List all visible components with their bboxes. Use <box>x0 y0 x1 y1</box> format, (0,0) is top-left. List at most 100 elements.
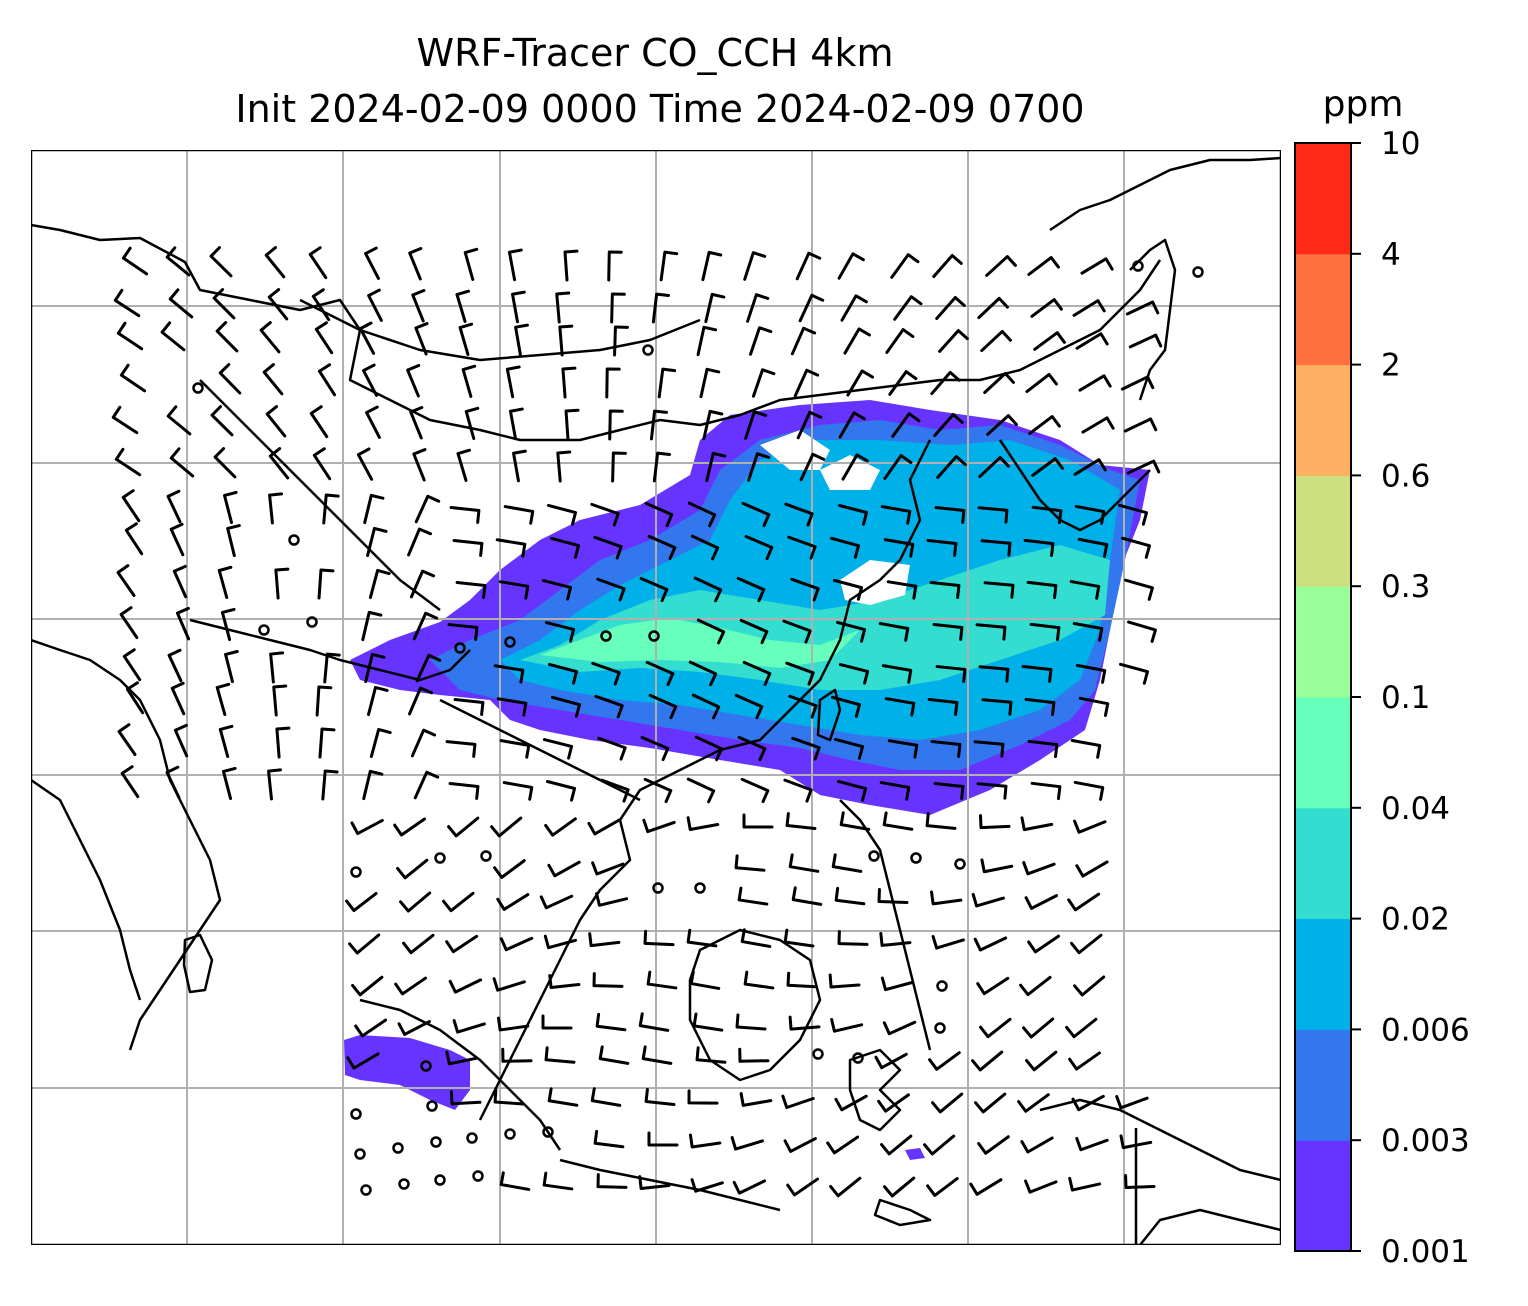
colorbar-band <box>1295 1029 1351 1141</box>
wind-barb <box>1025 1050 1058 1072</box>
wind-barb <box>507 248 523 282</box>
wind-barb <box>788 853 820 873</box>
wind-barb <box>980 539 1012 557</box>
wind-barb <box>218 724 234 759</box>
calm-wind-marker <box>420 1060 432 1072</box>
wind-barb <box>791 886 823 906</box>
wind-barb <box>686 816 720 831</box>
wind-barb <box>647 534 677 561</box>
wind-barb <box>1080 257 1114 275</box>
wind-barb <box>169 522 185 557</box>
colorbar-band <box>1295 697 1351 809</box>
wind-barb <box>1071 1094 1105 1112</box>
colorbar-tick-label: 0.003 <box>1381 1123 1470 1159</box>
wind-barb <box>935 296 966 320</box>
wind-barb <box>1074 504 1106 525</box>
wind-barb <box>111 405 139 435</box>
wind-barb <box>1029 622 1061 642</box>
wind-barb <box>843 327 871 355</box>
wind-barb <box>448 782 480 800</box>
wind-barb <box>785 661 815 686</box>
calm-wind-marker <box>472 1170 484 1182</box>
wind-barb <box>455 289 470 323</box>
wind-barb <box>1027 256 1060 276</box>
wind-barb <box>828 973 861 989</box>
coast-sulawesi <box>848 1048 902 1132</box>
wind-barb <box>160 321 186 352</box>
wind-barb <box>837 252 865 280</box>
calm-wind-marker <box>542 1126 554 1138</box>
wind-barb <box>221 766 237 801</box>
wind-barb <box>705 451 727 483</box>
colorbar-tick-label: 0.02 <box>1381 902 1450 938</box>
wind-barb <box>354 1018 388 1038</box>
wind-barb <box>591 861 625 876</box>
wind-barb <box>690 534 720 561</box>
wind-barb <box>834 886 866 906</box>
wind-barb <box>925 812 957 830</box>
wind-barb <box>447 816 480 838</box>
wind-barb <box>1072 299 1106 317</box>
wind-barb <box>973 740 1005 758</box>
wind-barb <box>412 611 439 641</box>
wind-barb <box>790 326 817 356</box>
wind-barb <box>317 363 337 397</box>
wind-barb <box>782 619 812 644</box>
coast-far-east <box>1049 156 1281 232</box>
wind-barb <box>493 664 525 684</box>
wind-barb <box>976 976 1010 996</box>
wind-barb <box>1073 975 1106 997</box>
wind-barb <box>645 660 675 687</box>
wind-barb <box>980 858 1014 874</box>
wind-barb <box>933 412 964 438</box>
wind-barb <box>545 779 577 802</box>
calm-wind-marker <box>694 882 706 894</box>
calm-wind-marker <box>192 382 204 394</box>
wind-barb <box>933 782 965 800</box>
coast-korea-japan <box>998 439 1151 532</box>
wind-barb <box>976 782 1008 800</box>
wind-barb <box>1077 537 1109 558</box>
wind-barb <box>643 929 675 947</box>
wind-barb <box>647 1131 679 1147</box>
wind-barb <box>648 693 678 720</box>
wind-barb <box>877 1093 910 1113</box>
wind-barb <box>558 324 574 357</box>
colorbar-band <box>1295 586 1351 698</box>
wind-barb <box>1020 1136 1054 1154</box>
wind-barb <box>652 451 672 483</box>
wind-barb <box>1019 975 1052 997</box>
wind-barb <box>1075 663 1107 684</box>
wind-barb <box>490 816 523 838</box>
wind-barb <box>736 576 766 603</box>
wind-barb <box>798 293 825 323</box>
wind-barb <box>499 1171 531 1191</box>
wind-barb <box>786 1177 820 1197</box>
wind-barb <box>172 564 188 599</box>
wind-barb <box>453 697 485 716</box>
wind-barb <box>588 932 621 948</box>
wind-barb <box>1027 739 1059 759</box>
wind-barb <box>496 697 528 717</box>
wind-barb <box>1026 580 1058 600</box>
wind-barb <box>651 292 671 324</box>
colorbar-band <box>1295 918 1351 1030</box>
wind-barb <box>830 695 862 718</box>
wind-barb <box>541 1014 573 1030</box>
wind-barb <box>593 535 623 560</box>
wind-barb <box>442 891 475 913</box>
wind-barb <box>884 697 916 717</box>
wind-barb <box>890 253 920 279</box>
wind-barb <box>690 1178 724 1193</box>
coast-java <box>559 1158 781 1212</box>
wind-barb <box>1030 781 1062 801</box>
wind-barb <box>361 610 383 642</box>
title-line-1: WRF-Tracer CO_CCH 4km <box>417 31 894 75</box>
wind-barb <box>744 534 774 561</box>
wind-barb <box>498 580 530 600</box>
wind-barb <box>1067 892 1101 912</box>
wind-barb <box>461 364 477 398</box>
wind-barb <box>739 1092 773 1107</box>
wind-barb <box>402 933 435 955</box>
wind-barb <box>791 736 821 761</box>
